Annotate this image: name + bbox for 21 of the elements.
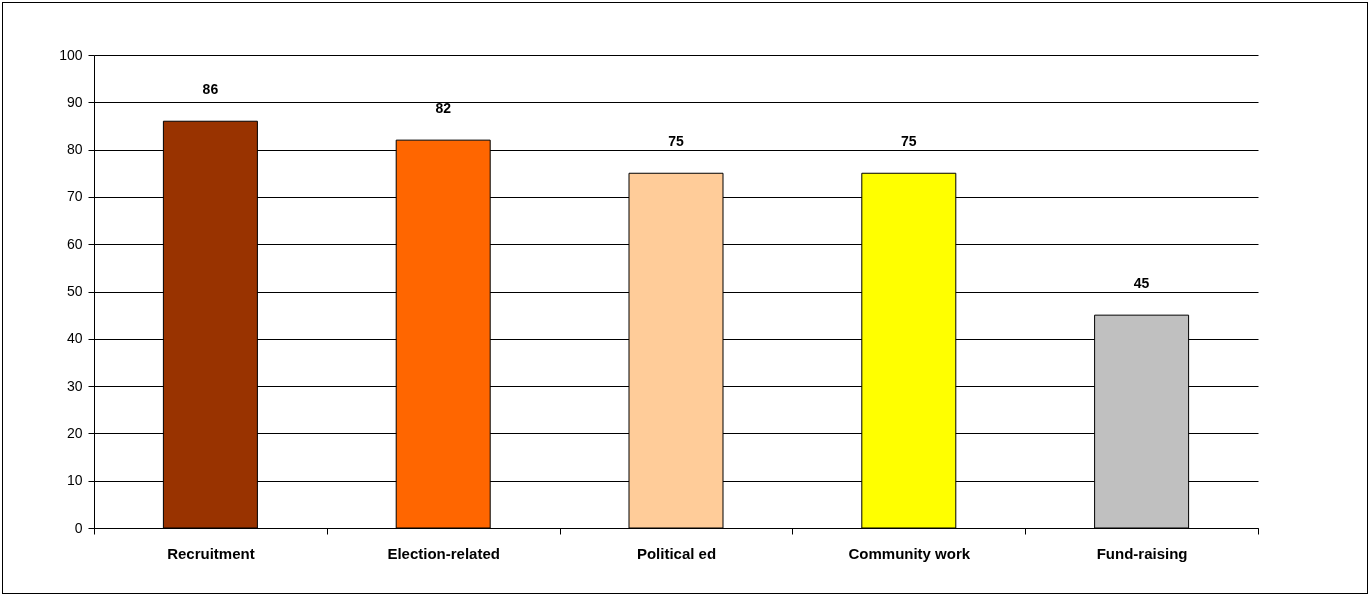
data-label: 75	[901, 133, 917, 150]
y-tick-label: 60	[66, 235, 83, 252]
data-label: 45	[1133, 275, 1150, 292]
y-tick-label: 0	[74, 519, 83, 536]
y-tick-label: 100	[59, 46, 83, 63]
y-tick-label: 40	[66, 330, 83, 347]
x-tick-label: Political ed	[636, 544, 717, 562]
y-tick-label: 10	[66, 472, 83, 489]
y-tick-label: 50	[66, 283, 83, 299]
y-tick-label: 70	[66, 188, 83, 205]
data-label: 82	[435, 100, 452, 117]
x-tick-label: Community work	[848, 544, 971, 562]
y-tick-label: 80	[66, 141, 83, 158]
x-tick-label: Fund-raising	[1096, 544, 1188, 562]
x-tick-label: Recruitment	[167, 544, 255, 562]
data-label: 86	[202, 81, 219, 98]
data-label: 75	[668, 133, 684, 150]
y-tick-label: 30	[66, 377, 83, 394]
x-tick-label: Election-related	[387, 544, 500, 562]
y-tick-label: 90	[66, 93, 83, 110]
y-tick-label: 20	[66, 424, 83, 441]
